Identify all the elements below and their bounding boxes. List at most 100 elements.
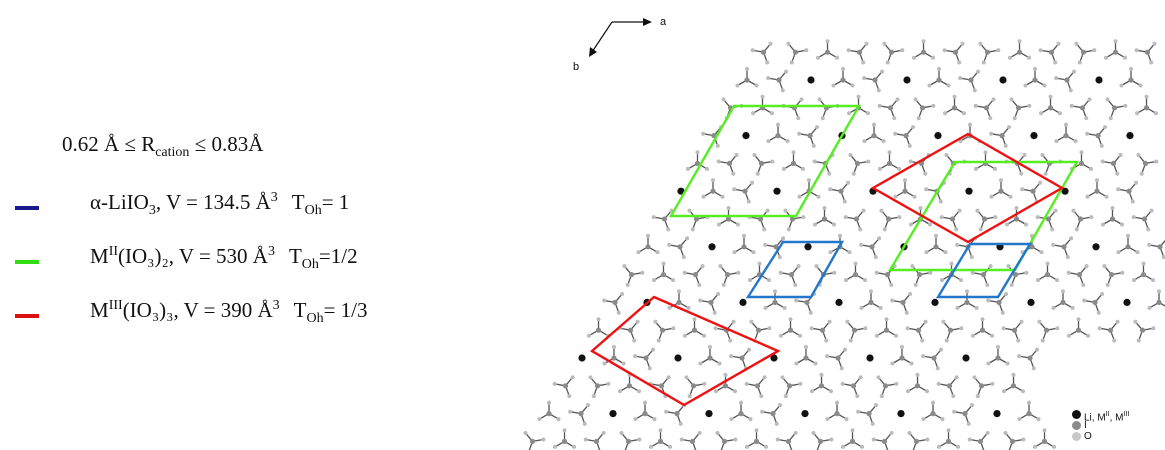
- oxygen-atom: [715, 430, 720, 435]
- oxygen-atom: [952, 94, 957, 99]
- oxygen-atom: [702, 333, 707, 338]
- oxygen-atom: [1006, 264, 1011, 269]
- iodine-atom: [1029, 244, 1035, 250]
- oxygen-atom: [640, 270, 645, 275]
- oxygen-atom: [957, 208, 962, 213]
- iodine-atom: [885, 216, 892, 222]
- oxygen-atom: [692, 317, 697, 322]
- oxygen-atom: [668, 444, 673, 449]
- iodine-atom: [1012, 272, 1019, 278]
- iodine-atom: [819, 327, 826, 333]
- oxygen-atom: [586, 403, 591, 408]
- iodine-atom: [1045, 216, 1052, 222]
- oxygen-atom: [872, 122, 876, 127]
- cation-atom: [739, 298, 747, 306]
- oxygen-atom: [934, 233, 938, 238]
- oxygen-atom: [1100, 222, 1105, 227]
- oxygen-atom: [874, 333, 879, 338]
- legend-volume-sup: 3: [270, 190, 278, 205]
- oxygen-atom: [843, 278, 848, 283]
- b-axis-label: b: [573, 61, 579, 73]
- oxygen-atom: [825, 417, 830, 422]
- oxygen-atom: [762, 375, 767, 380]
- iodine-atom: [758, 160, 765, 166]
- atom-type-legend: Li, MII, MIII I O: [1072, 409, 1129, 442]
- iodine-atom: [724, 272, 731, 278]
- oxygen-atom: [972, 88, 977, 93]
- oxygen-atom: [1115, 319, 1120, 324]
- oxygen-atom: [829, 389, 834, 394]
- oxygen-atom: [697, 282, 702, 287]
- oxygen-atom: [523, 430, 528, 435]
- iodine-atom: [1110, 160, 1117, 166]
- oxygen-atom: [784, 69, 789, 74]
- iodine-atom: [786, 383, 793, 389]
- blue-unit-cell-center: [745, 240, 845, 299]
- b-axis-arrow: [591, 21, 613, 53]
- oxygen-atom: [959, 326, 964, 331]
- oxygen-atom: [944, 338, 949, 343]
- oxygen-atom: [1136, 338, 1141, 343]
- oxygen-atom: [1058, 111, 1063, 116]
- oxygen-atom: [924, 187, 929, 192]
- oxygen-atom-icon: [1072, 432, 1081, 441]
- oxygen-atom: [750, 111, 755, 116]
- iodine-atom: [804, 299, 810, 305]
- oxygen-atom: [661, 261, 666, 266]
- cation-atom: [897, 410, 905, 418]
- oxygen-atom: [900, 345, 904, 349]
- iodine-atom: [916, 272, 923, 278]
- oxygen-atom: [793, 430, 798, 435]
- oxygen-atom: [871, 437, 876, 442]
- iodine-atom: [760, 49, 767, 55]
- oxygen-atom: [1019, 319, 1024, 324]
- iodine-atom: [578, 411, 584, 417]
- oxygen-atom: [908, 222, 913, 227]
- oxygen-atom: [1055, 278, 1060, 283]
- legend-swatch-red: [15, 314, 39, 318]
- oxygen-atom: [863, 278, 868, 283]
- oxygen-atom: [811, 143, 816, 148]
- oxygen-atom: [844, 417, 849, 422]
- oxygen-atom: [793, 282, 798, 287]
- iodine-atom: [1044, 272, 1051, 278]
- oxygen-atom: [931, 103, 936, 108]
- oxygen-atom: [1085, 194, 1090, 199]
- iodine-atom: [913, 438, 920, 444]
- oxygen-atom: [840, 381, 845, 386]
- oxygen-atom: [993, 215, 998, 220]
- lattice-bonds: [524, 41, 1165, 450]
- oxygen-atom: [949, 261, 954, 266]
- iodine-atom: [1111, 105, 1118, 111]
- oxygen-atom: [701, 131, 706, 136]
- oxygen-atom: [1042, 83, 1047, 88]
- oxygen-atom: [785, 139, 790, 144]
- oxygen-atom: [685, 166, 690, 171]
- iodine-atom: [657, 438, 664, 444]
- oxygen-atom: [1154, 111, 1159, 116]
- oxygen-atom: [716, 159, 721, 164]
- iodine-atom: [1015, 105, 1022, 111]
- iodine-atom: [754, 383, 761, 389]
- oxygen-atom: [616, 310, 621, 315]
- oxygen-atom: [980, 317, 985, 322]
- oxygen-atom: [695, 150, 700, 155]
- oxygen-atom: [1032, 444, 1037, 449]
- iodine-atom: [951, 105, 958, 111]
- oxygen-atom: [1116, 250, 1121, 255]
- oxygen-atom: [602, 298, 607, 303]
- oxygen-atom: [739, 400, 743, 405]
- oxygen-atom: [846, 111, 851, 116]
- oxygen-atom: [882, 41, 887, 46]
- oxygen-atom: [796, 116, 801, 121]
- oxygen-atom: [1131, 215, 1136, 220]
- oxygen-atom: [913, 97, 918, 102]
- iodine-atom: [776, 77, 782, 83]
- oxygen-atom: [874, 403, 879, 408]
- iodine-atom: [838, 188, 844, 194]
- oxygen-atom: [822, 206, 827, 210]
- iodine-atom: [612, 299, 618, 305]
- oxygen-atom: [991, 97, 996, 102]
- oxygen-atom: [1073, 139, 1078, 144]
- oxygen-atom: [778, 403, 783, 408]
